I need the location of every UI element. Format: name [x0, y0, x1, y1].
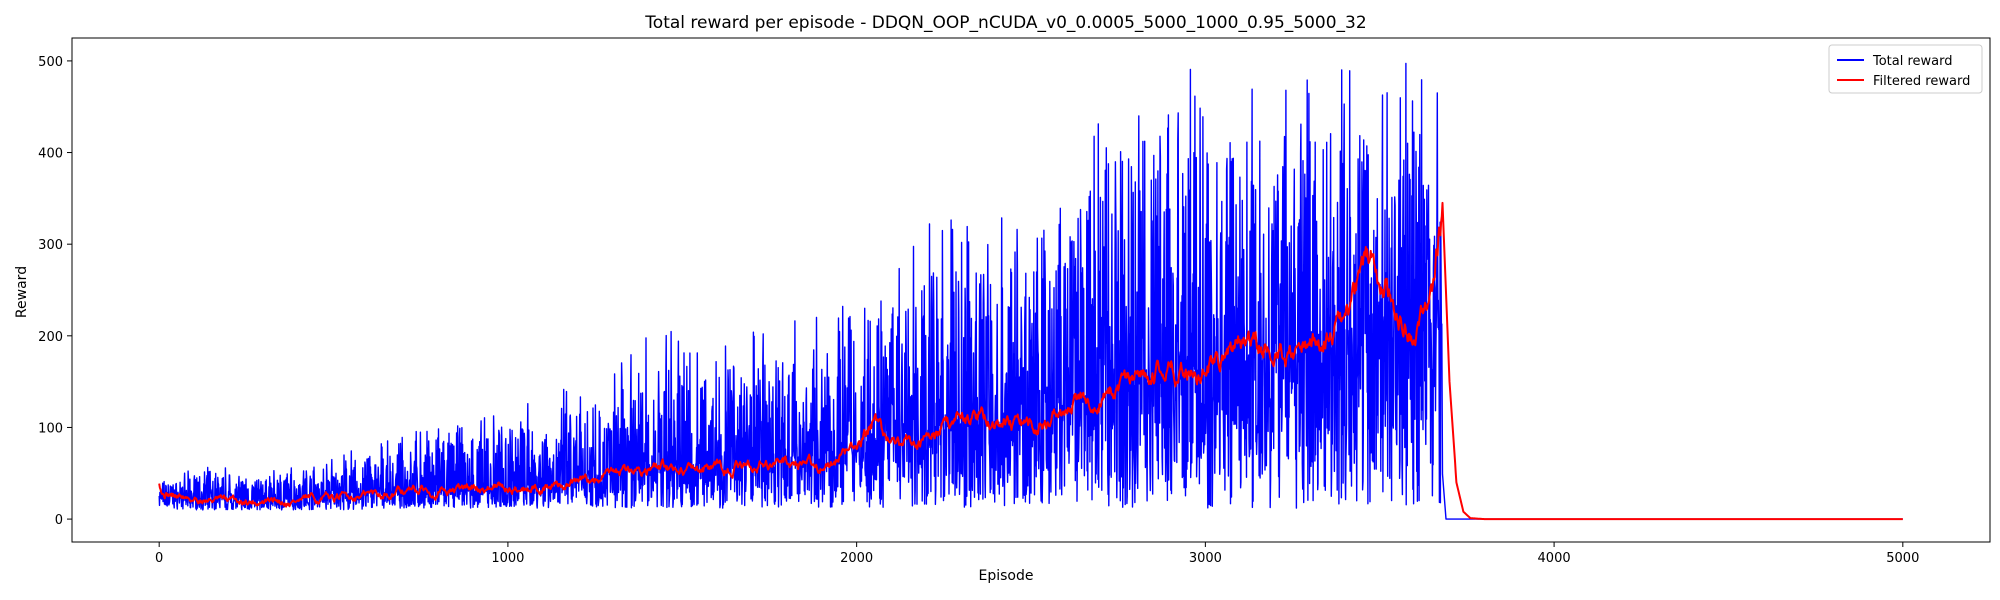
legend: Total reward Filtered reward: [1828, 44, 1983, 94]
x-tick-label: 5000: [1886, 551, 1919, 566]
y-tick-label: 100: [38, 421, 63, 436]
x-tick-label: 4000: [1538, 551, 1571, 566]
y-axis-label: Reward: [14, 266, 30, 318]
filtered-reward-line: [158, 201, 1904, 521]
chart-title: Total reward per episode - DDQN_OOP_nCUD…: [644, 13, 1366, 33]
x-tick-label: 2000: [840, 551, 873, 566]
y-tick-label: 0: [55, 513, 63, 528]
legend-label-total-reward: Total reward: [1872, 54, 1953, 69]
x-tick-label: 3000: [1189, 551, 1222, 566]
legend-label-filtered-reward: Filtered reward: [1873, 74, 1970, 89]
x-axis-label: Episode: [979, 568, 1034, 584]
y-tick-label: 400: [38, 147, 63, 162]
x-tick-label: 0: [155, 551, 163, 566]
axes-frame: [71, 37, 1991, 543]
x-tick-label: 1000: [491, 551, 524, 566]
y-tick-label: 300: [38, 238, 63, 253]
legend-box: [1828, 44, 1983, 94]
y-tick-label: 200: [38, 330, 63, 345]
plot-area: 0 1000 2000 3000 4000 5000 0 100 200 300 400 500: [38, 37, 1991, 566]
y-tick-label: 500: [38, 55, 63, 70]
